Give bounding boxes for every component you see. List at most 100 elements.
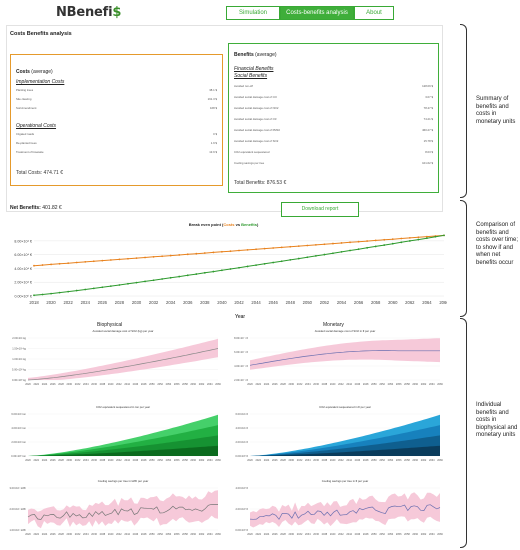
x-tick-label: 2060 — [412, 383, 418, 386]
benefits-point — [135, 281, 138, 284]
mini-chart-title: Avoided social damage cost of SO2 in € p… — [315, 330, 376, 333]
confidence-band — [250, 338, 440, 370]
app-window: NBenefi$ Simulation Costs-benefits analy… — [6, 5, 447, 536]
x-tick-label: 2046 — [355, 533, 361, 536]
benefits-point — [297, 257, 300, 260]
y-tick-label: 6.00×10² ton — [11, 412, 26, 416]
benefits-point — [67, 290, 70, 293]
costs-point — [280, 246, 283, 249]
x-tick-label: 2032 — [297, 383, 303, 386]
x-tick-label: 2030 — [67, 533, 73, 536]
y-tick-label: 2.00×10³ € — [236, 507, 249, 511]
benefits-point — [289, 259, 292, 261]
x-tick-label: 2046 — [133, 459, 139, 462]
y-tick-label: 3.00×10⁴ kWh — [10, 486, 27, 490]
x-tick-label: 2030 — [289, 459, 295, 462]
benefits-point — [152, 279, 155, 282]
x-tick-label: 2050 — [303, 300, 313, 305]
x-tick-label: 2022 — [33, 383, 39, 386]
y-tick-label: 4.00×10² ton — [11, 426, 26, 430]
x-tick-label: 2024 — [42, 383, 48, 386]
benefit-row: Avoided social damage cost of O3 74.21 $ — [234, 117, 433, 121]
x-tick-label: 2028 — [280, 459, 286, 462]
costs-point — [178, 254, 181, 256]
x-tick-label: 2034 — [305, 533, 311, 536]
x-tick-label: 2046 — [269, 300, 279, 305]
x-tick-label: 2054 — [166, 459, 172, 462]
x-tick-label: 2034 — [166, 300, 176, 305]
financial-benefits-title: Financial Benefits — [234, 66, 274, 72]
x-tick-label: 2032 — [297, 459, 303, 462]
mini-chart-title: Cooling savings per tree in € per year — [322, 479, 369, 483]
x-tick-label: 2036 — [91, 383, 97, 386]
download-report-button[interactable]: Download report — [281, 202, 359, 217]
costs-point — [229, 250, 232, 253]
tab-costs-benefits[interactable]: Costs-benefits analysis — [280, 6, 354, 20]
x-tick-label: 2020 — [247, 383, 253, 386]
x-tick-label: 2044 — [346, 533, 352, 536]
x-tick-label: 2056 — [354, 300, 364, 305]
cost-row: Irrigated roads 0 $ — [16, 132, 217, 136]
x-tick-label: 2050 — [149, 383, 155, 386]
x-tick-label: 2044 — [251, 300, 261, 305]
x-tick-label: 2042 — [116, 533, 122, 536]
annotation-summary: Summary of benefits and costs in monetar… — [476, 96, 516, 125]
benefits-point — [101, 286, 104, 289]
x-tick-label: 2030 — [132, 300, 142, 305]
x-tick-label: 2030 — [289, 383, 295, 386]
x-tick-label: 2028 — [58, 533, 64, 536]
x-tick-label: 2064 — [429, 383, 435, 386]
y-tick-label: 0.00×10⁰ € — [235, 528, 248, 532]
y-tick-label: 2.00×10² ton — [11, 440, 26, 444]
x-tick-label: 2024 — [264, 383, 270, 386]
costs-point — [195, 252, 198, 255]
tab-simulation[interactable]: Simulation — [226, 6, 280, 20]
tab-about[interactable]: About — [354, 6, 394, 20]
x-tick-label: 2054 — [388, 459, 394, 462]
x-tick-label: 2024 — [264, 459, 270, 462]
costs-point — [366, 240, 369, 242]
annotation-individual: Individual benefits and costs in biophys… — [476, 402, 518, 438]
y-tick-label: 6.00×10¹ € — [236, 412, 249, 416]
costs-point — [263, 247, 266, 250]
x-tick-label: 2028 — [280, 383, 286, 386]
y-tick-label: 0.00×10⁰ € — [235, 454, 248, 458]
benefits-point — [400, 241, 403, 244]
x-tick-label: 2050 — [371, 383, 377, 386]
costs-point — [349, 241, 351, 244]
x-tick-label: 2022 — [255, 459, 261, 462]
x-tick-label: 2026 — [272, 459, 278, 462]
x-tick-label: 2032 — [75, 533, 81, 536]
benefits-point — [314, 255, 317, 257]
y-tick-label: 6.00×10⁻¹ € — [234, 350, 248, 354]
x-tick-label: 2058 — [404, 533, 410, 536]
benefits-heading: Benefits (average) — [234, 52, 277, 58]
benefits-point — [127, 282, 129, 285]
y-tick-label: 6.00×10⁴ € — [14, 253, 32, 257]
x-tick-label: 2038 — [200, 300, 210, 305]
y-tick-label: 0.00×10⁰ ton — [11, 454, 26, 458]
x-tick-label: 2048 — [141, 533, 147, 536]
benefit-row: Avoided social damage cost of PM10 460.27… — [234, 128, 433, 132]
y-tick-label: 4.00×10¹ € — [236, 426, 249, 430]
x-tick-label: 2040 — [217, 300, 227, 305]
costs-point — [289, 245, 292, 248]
x-tick-label: 2056 — [396, 459, 402, 462]
x-tick-label: 2062 — [421, 533, 427, 536]
costs-point — [374, 239, 377, 242]
x-tick-label: 2036 — [313, 459, 319, 462]
costs-point — [50, 263, 52, 266]
benefits-point — [186, 274, 189, 277]
x-tick-label: 2020 — [25, 383, 31, 386]
x-tick-label: 2044 — [346, 459, 352, 462]
x-tick-label: 2062 — [421, 383, 427, 386]
costs-point — [246, 249, 249, 251]
x-tick-label: 2054 — [166, 383, 172, 386]
x-tick-label: 2048 — [363, 383, 369, 386]
benefits-point — [434, 235, 437, 238]
benefits-point — [272, 261, 275, 264]
x-tick-label: 2026 — [272, 533, 278, 536]
x-tick-label: 2030 — [67, 459, 73, 462]
x-tick-label: 2038 — [322, 459, 328, 462]
costs-point — [186, 253, 189, 256]
